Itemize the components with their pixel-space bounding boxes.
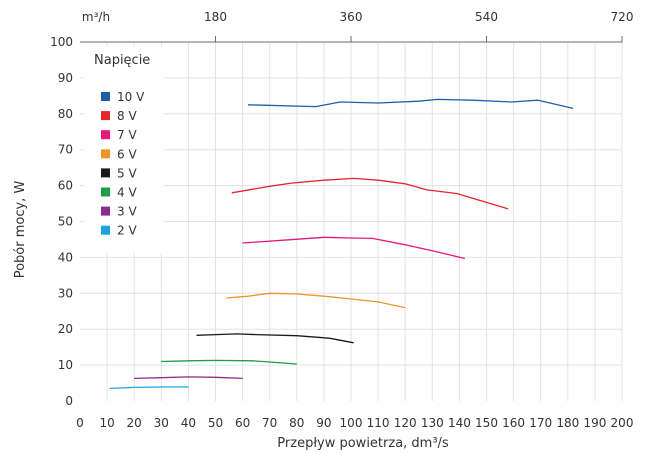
- x-tick-label: 100: [340, 416, 363, 430]
- legend-label: 10 V: [117, 90, 145, 104]
- y-tick-label: 30: [58, 286, 73, 300]
- legend-swatch: [101, 111, 110, 121]
- series-lines: [109, 98, 574, 390]
- y-tick-label: 60: [58, 179, 73, 193]
- y-tick-label: 40: [58, 250, 73, 264]
- x-axis-title: Przepływ powietrza, dm³/s: [277, 436, 449, 451]
- legend-swatch: [101, 187, 110, 197]
- legend-label: 3 V: [117, 205, 137, 219]
- x-tick-label: 50: [208, 416, 223, 430]
- legend-title: Napięcie: [94, 53, 150, 68]
- x-tick-label: 60: [235, 416, 250, 430]
- top-axis-ticks: 180 360 540 720: [204, 10, 633, 42]
- series-line: [226, 292, 406, 309]
- legend-label: 7 V: [117, 128, 137, 142]
- series-line: [196, 333, 354, 344]
- y-tick-label: 100: [50, 35, 73, 49]
- legend-background: [84, 47, 164, 253]
- top-tick-label: 720: [611, 10, 634, 24]
- y-axis-ticks: 0 10 20 30 40 50 60 70 80 90 100: [50, 35, 73, 408]
- top-tick-label: 180: [204, 10, 227, 24]
- x-tick-label: 20: [127, 416, 142, 430]
- legend-label: 8 V: [117, 109, 137, 123]
- x-tick-label: 110: [367, 416, 390, 430]
- x-tick-label: 130: [421, 416, 444, 430]
- y-tick-label: 90: [58, 71, 73, 85]
- x-tick-label: 180: [556, 416, 579, 430]
- legend-swatch: [101, 92, 110, 101]
- x-tick-label: 80: [289, 416, 304, 430]
- x-tick-label: 40: [181, 416, 196, 430]
- legend-swatch: [101, 206, 110, 216]
- x-tick-label: 10: [99, 416, 114, 430]
- series-line: [242, 236, 465, 260]
- x-tick-label: 0: [76, 416, 84, 430]
- y-tick-label: 50: [58, 215, 73, 229]
- x-tick-label: 160: [502, 416, 525, 430]
- y-tick-label: 70: [58, 143, 73, 157]
- x-tick-label: 170: [529, 416, 552, 430]
- legend-swatch: [101, 225, 110, 235]
- x-tick-label: 120: [394, 416, 417, 430]
- y-tick-label: 10: [58, 358, 73, 372]
- legend-label: 2 V: [117, 224, 137, 238]
- top-axis-unit-label: m³/h: [82, 10, 110, 24]
- y-tick-label: 0: [65, 394, 73, 408]
- legend-swatch: [101, 130, 110, 140]
- x-tick-label: 150: [475, 416, 498, 430]
- y-tick-label: 80: [58, 107, 73, 121]
- legend: 10 V 8 V 7 V 6 V 5 V 4 V 3 V 2 V: [101, 90, 145, 238]
- series-line: [109, 386, 189, 390]
- series-line: [231, 177, 509, 210]
- legend-swatch: [101, 149, 110, 159]
- x-tick-label: 200: [611, 416, 634, 430]
- series-line: [161, 359, 297, 365]
- series-line: [247, 98, 574, 110]
- legend-label: 6 V: [117, 147, 137, 161]
- legend-swatch: [101, 168, 110, 178]
- legend-label: 4 V: [117, 186, 137, 200]
- top-tick-label: 540: [475, 10, 498, 24]
- x-axis-ticks: 0 10 20 30 40 50 60 70 80 90 100 110 120 130 140 150 160…: [76, 416, 633, 430]
- x-tick-label: 140: [448, 416, 471, 430]
- y-axis-title: Pobór mocy, W: [13, 181, 28, 279]
- x-tick-label: 30: [154, 416, 169, 430]
- series-line: [134, 376, 243, 380]
- x-tick-label: 190: [583, 416, 606, 430]
- top-tick-label: 360: [340, 10, 363, 24]
- y-tick-label: 20: [58, 322, 73, 336]
- x-tick-label: 90: [316, 416, 331, 430]
- legend-label: 5 V: [117, 166, 137, 180]
- x-tick-label: 70: [262, 416, 277, 430]
